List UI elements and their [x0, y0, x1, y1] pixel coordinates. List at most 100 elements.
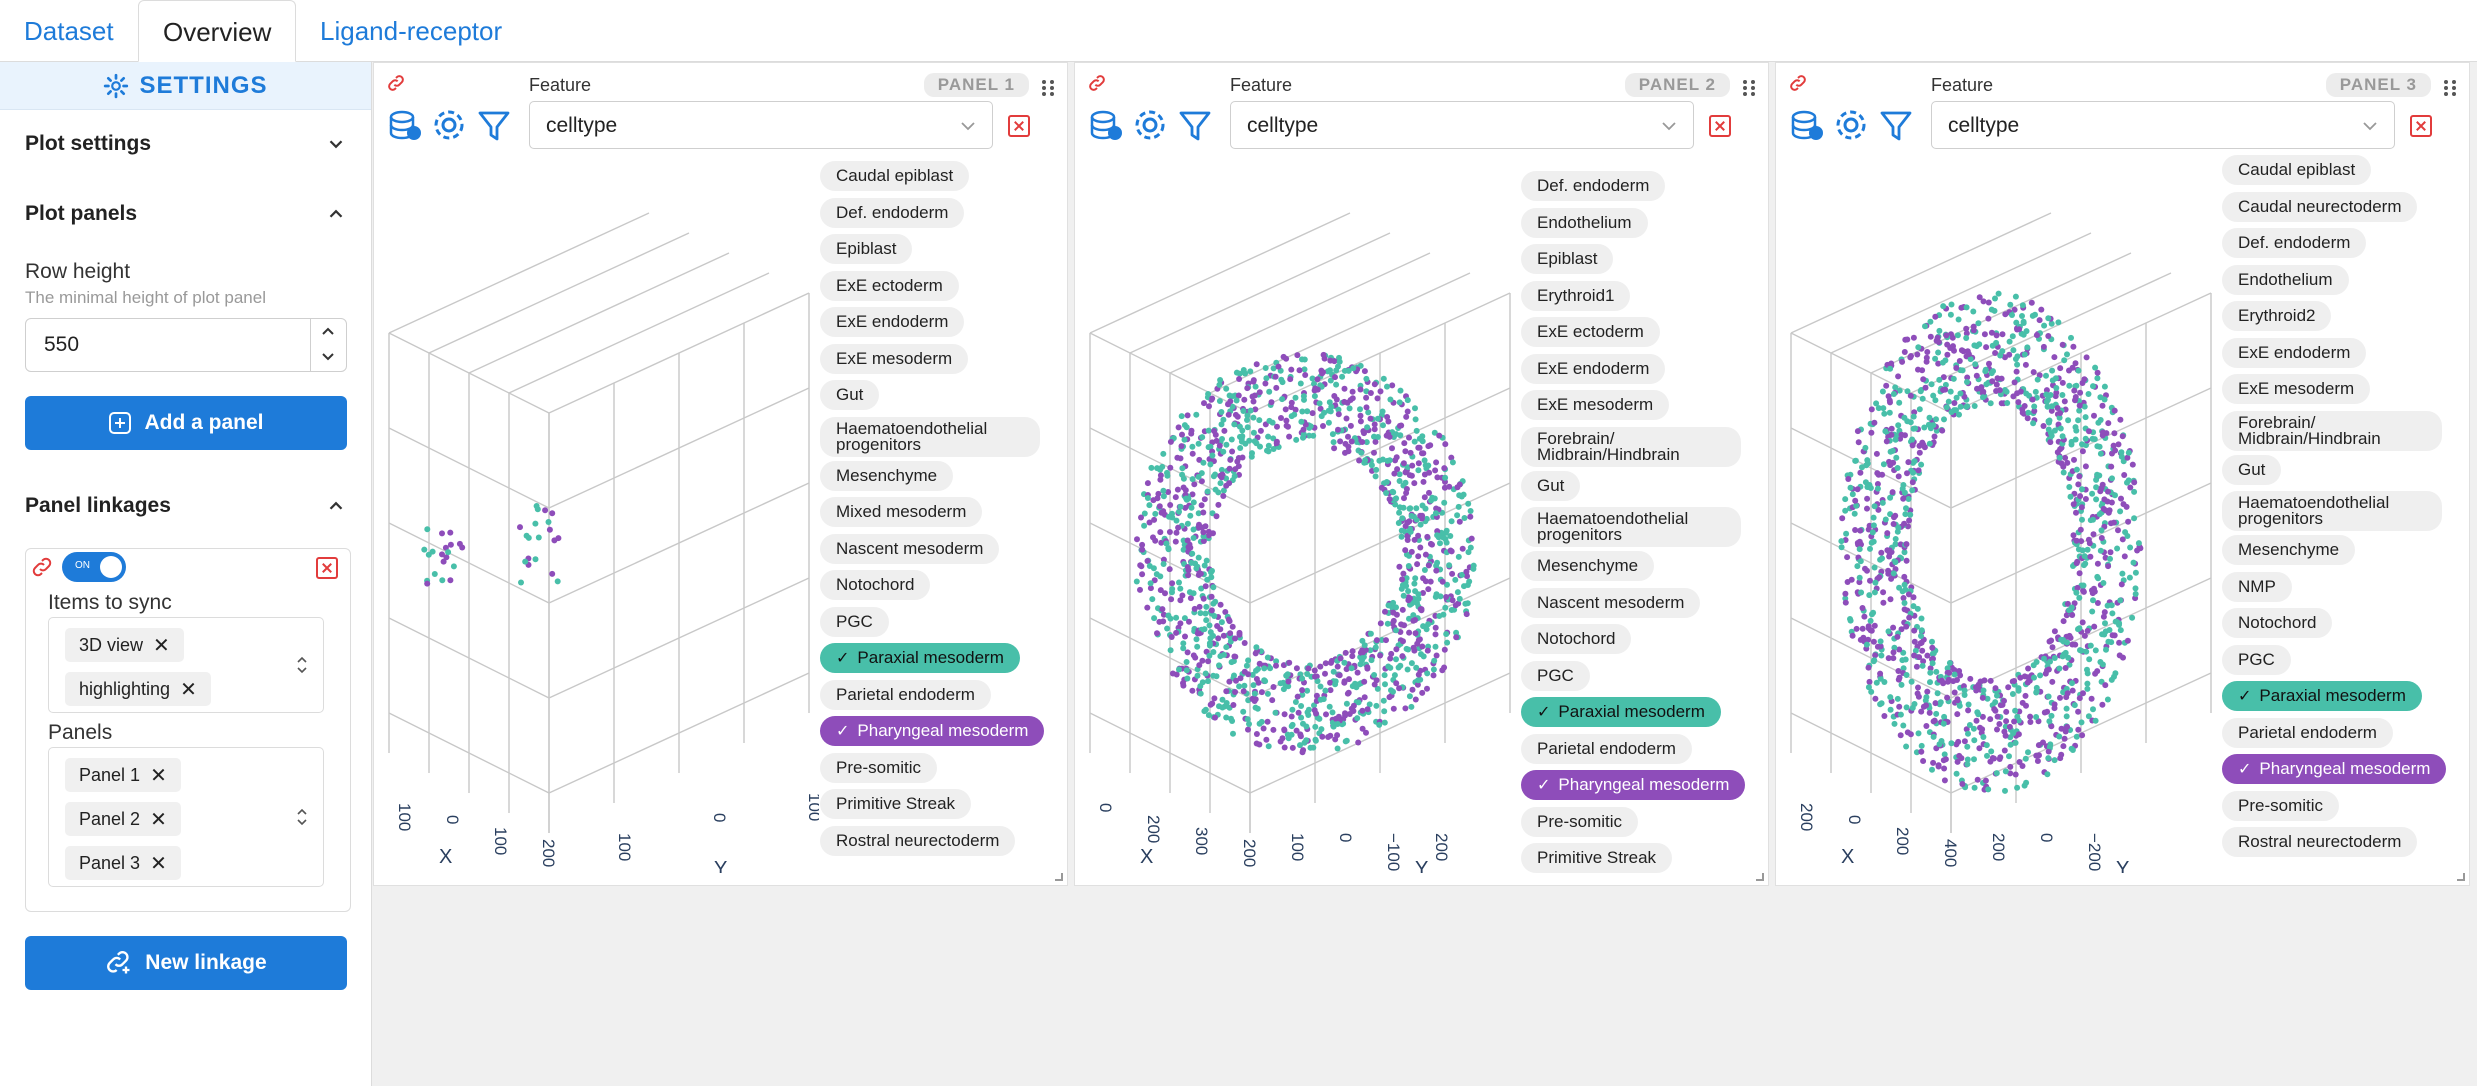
legend-item[interactable]: Caudal epiblast [820, 161, 970, 191]
close-icon[interactable]: ✕ [150, 808, 167, 831]
legend-item[interactable]: Def. endoderm [2222, 228, 2367, 258]
legend-item[interactable]: ExE ectoderm [820, 270, 959, 301]
close-panel-icon[interactable] [1008, 115, 1030, 137]
legend-item[interactable]: Pre-somitic [1521, 806, 1639, 837]
add-panel-button[interactable]: Add a panel [25, 396, 347, 450]
database-icon[interactable] [1085, 103, 1125, 147]
filter-icon[interactable] [1175, 103, 1215, 147]
drag-handle-icon[interactable] [1742, 79, 1756, 97]
legend-item[interactable]: Erythroid2 [2222, 301, 2332, 331]
feature-select[interactable]: celltype [1931, 101, 2395, 149]
legend-item[interactable]: Haematoendothelial progenitors [1521, 507, 1741, 547]
legend-item[interactable]: Def. endoderm [820, 197, 965, 228]
gear-icon[interactable] [1130, 103, 1170, 147]
close-icon[interactable]: ✕ [180, 678, 197, 701]
linkage-toggle[interactable]: ON [62, 552, 126, 582]
legend-item[interactable]: Pre-somitic [2222, 790, 2340, 821]
close-icon[interactable]: ✕ [150, 852, 167, 875]
tab-ligand-receptor[interactable]: Ligand-receptor [320, 16, 503, 46]
legend-item[interactable]: ✓ Paraxial mesoderm [2222, 681, 2422, 711]
legend-item[interactable]: Notochord [820, 570, 931, 600]
legend-item[interactable]: Def. endoderm [1521, 171, 1666, 201]
legend-item[interactable]: Notochord [1521, 624, 1632, 654]
close-panel-icon[interactable] [1709, 115, 1731, 137]
legend-item[interactable]: Parietal endoderm [1521, 733, 1692, 764]
legend-item[interactable]: ExE endoderm [820, 307, 965, 337]
legend-item[interactable]: Endothelium [1521, 207, 1648, 238]
legend-item[interactable]: ✓ Pharyngeal mesoderm [820, 716, 1045, 746]
items-to-sync-select[interactable]: 3D view ✕ highlighting ✕ [48, 617, 324, 713]
legend-item[interactable]: Mesenchyme [820, 460, 954, 491]
row-height-stepper[interactable] [310, 319, 346, 371]
close-icon[interactable]: ✕ [150, 764, 167, 787]
legend-item[interactable]: Primitive Streak [820, 789, 972, 819]
gear-icon[interactable] [429, 103, 469, 147]
legend-item[interactable]: Haematoendothelial progenitors [820, 416, 1040, 457]
legend-item[interactable]: Mesenchyme [1521, 551, 1655, 581]
legend-item[interactable]: ExE mesoderm [820, 343, 969, 374]
legend-item[interactable]: ✓ Pharyngeal mesoderm [1521, 770, 1746, 800]
tab-dataset[interactable]: Dataset [24, 16, 114, 46]
panel-linkages-section[interactable]: Panel linkages [25, 494, 347, 518]
legend-item[interactable]: Primitive Streak [1521, 843, 1673, 873]
legend-item[interactable]: ExE endoderm [2222, 337, 2367, 368]
close-icon[interactable]: ✕ [153, 634, 170, 657]
legend-item[interactable]: Caudal neurectoderm [2222, 191, 2418, 222]
feature-select[interactable]: celltype [529, 101, 993, 149]
legend-item[interactable]: NMP [2222, 571, 2292, 602]
legend-item[interactable]: PGC [820, 606, 889, 637]
legend-item[interactable]: Rostral neurectoderm [820, 825, 1016, 856]
legend-item[interactable]: ExE mesoderm [1521, 390, 1670, 420]
legend-item[interactable]: PGC [1521, 660, 1590, 691]
legend-item[interactable]: Nascent mesoderm [1521, 587, 1701, 618]
legend-item[interactable]: Gut [1521, 470, 1581, 501]
legend-item[interactable]: Notochord [2222, 608, 2333, 638]
legend-item[interactable]: ✓ Paraxial mesoderm [820, 643, 1020, 673]
chevron-updown-icon[interactable] [295, 806, 309, 828]
chevron-up-icon[interactable] [320, 324, 336, 338]
feature-select[interactable]: celltype [1230, 101, 1694, 149]
legend-item[interactable]: Epiblast [1521, 244, 1614, 274]
legend-item[interactable]: Erythroid1 [1521, 280, 1631, 311]
legend-item[interactable]: Caudal epiblast [2222, 155, 2372, 185]
resize-handle[interactable] [2457, 873, 2465, 881]
remove-linkage-icon[interactable] [316, 557, 338, 579]
filter-icon[interactable] [474, 103, 514, 147]
filter-icon[interactable] [1876, 103, 1916, 147]
legend-item[interactable]: PGC [2222, 644, 2291, 675]
chevron-updown-icon[interactable] [295, 654, 309, 676]
legend-item[interactable]: ExE ectoderm [1521, 317, 1660, 347]
row-height-input[interactable]: 550 [25, 318, 347, 372]
legend-item[interactable]: Rostral neurectoderm [2222, 827, 2418, 857]
plot-settings-section[interactable]: Plot settings [25, 132, 347, 156]
tab-overview[interactable]: Overview [138, 0, 297, 62]
legend-item[interactable]: Endothelium [2222, 264, 2349, 295]
plot-panels-section[interactable]: Plot panels [25, 202, 347, 226]
close-panel-icon[interactable] [2410, 115, 2432, 137]
resize-handle[interactable] [1055, 873, 1063, 881]
chevron-down-icon[interactable] [320, 350, 336, 364]
new-linkage-button[interactable]: New linkage [25, 936, 347, 990]
legend-item[interactable]: Gut [2222, 454, 2282, 485]
panels-select[interactable]: Panel 1 ✕ Panel 2 ✕ Panel 3 ✕ [48, 747, 324, 887]
drag-handle-icon[interactable] [2443, 79, 2457, 97]
database-icon[interactable] [1786, 103, 1826, 147]
legend-item[interactable]: Parietal endoderm [820, 679, 991, 710]
database-icon[interactable] [384, 103, 424, 147]
drag-handle-icon[interactable] [1041, 79, 1055, 97]
legend-item[interactable]: ✓ Pharyngeal mesoderm [2222, 754, 2447, 784]
legend-item[interactable]: Haematoendothelial progenitors [2222, 491, 2442, 531]
legend-item[interactable]: ExE endoderm [1521, 353, 1666, 384]
legend-item[interactable]: Pre-somitic [820, 752, 938, 783]
legend-item[interactable]: Gut [820, 380, 880, 410]
link-icon[interactable] [386, 73, 406, 93]
legend-item[interactable]: Parietal endoderm [2222, 717, 2393, 748]
gear-icon[interactable] [1831, 103, 1871, 147]
resize-handle[interactable] [1756, 873, 1764, 881]
legend-item[interactable]: Mixed mesoderm [820, 497, 983, 527]
legend-item[interactable]: ExE mesoderm [2222, 374, 2371, 404]
legend-item[interactable]: Nascent mesoderm [820, 533, 1000, 564]
